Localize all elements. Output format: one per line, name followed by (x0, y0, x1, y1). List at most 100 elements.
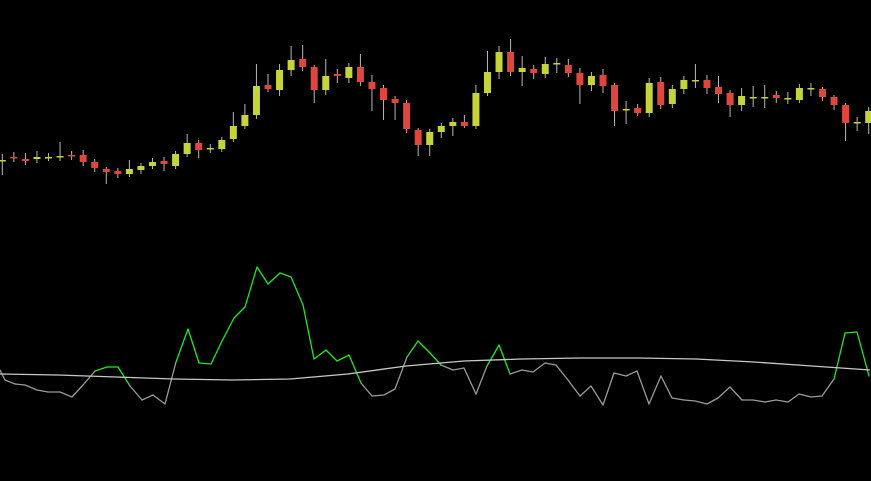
oscillator-segment (602, 372, 615, 406)
candle-body (587, 76, 595, 85)
oscillator-segment (856, 331, 870, 377)
candle-body (414, 130, 422, 145)
candle-body (495, 52, 503, 72)
candle-body (738, 96, 746, 105)
candle-body (772, 95, 780, 98)
candle-body (449, 122, 457, 126)
candle-body (437, 126, 445, 132)
candle-body (622, 109, 630, 111)
candle-body (102, 169, 110, 172)
candle-body (264, 85, 272, 89)
oscillator-segment (383, 388, 396, 396)
oscillator-segment (787, 393, 800, 403)
candle-body (356, 67, 364, 82)
oscillator-segment (94, 366, 108, 372)
oscillator-segment (360, 382, 373, 397)
candle-body (853, 122, 861, 124)
oscillator-segment (752, 399, 766, 403)
candle-body (830, 97, 838, 105)
candle-body (241, 115, 249, 126)
candle-body (726, 93, 734, 105)
oscillator-segment (567, 379, 581, 397)
oscillator-segment (579, 385, 592, 397)
oscillator-segment (486, 344, 500, 367)
oscillator-segment (463, 367, 477, 395)
candle-body (91, 162, 99, 168)
candle-body (795, 88, 803, 100)
candle-body (183, 143, 191, 154)
candle-body (680, 80, 688, 89)
candle-body (229, 126, 237, 139)
oscillator-segment (532, 362, 546, 373)
candle-body (576, 73, 584, 85)
candle-body (530, 69, 538, 73)
oscillator-segment (198, 362, 212, 365)
oscillator-segment (475, 365, 488, 395)
candle-body (10, 157, 18, 159)
signal-line (0, 357, 871, 381)
candle-body (749, 97, 757, 99)
candle-body (218, 140, 226, 149)
candle-body (195, 143, 203, 150)
candle-body (842, 105, 850, 123)
candle-body (299, 59, 307, 67)
candle-body (310, 67, 318, 90)
candle-body (114, 171, 122, 174)
candle-body (276, 70, 284, 90)
oscillator-segment (117, 366, 131, 387)
oscillator-segment (683, 399, 696, 402)
candle-body (507, 52, 515, 72)
candle-body (172, 154, 180, 166)
candle-body (322, 76, 330, 90)
oscillator-segment (302, 304, 315, 360)
oscillator-segment (221, 317, 235, 342)
oscillator-segment (694, 400, 708, 405)
candle-body (160, 161, 168, 164)
oscillator-segment (256, 266, 269, 285)
candle-body (541, 64, 549, 74)
candle-body (518, 68, 526, 72)
oscillator-segment (521, 369, 534, 373)
candle-body (634, 108, 642, 113)
candle-body (125, 169, 133, 174)
candle-body (460, 122, 468, 126)
oscillator-segment (706, 397, 719, 405)
oscillator-segment (729, 386, 743, 401)
oscillator-segment (325, 349, 338, 362)
oscillator-segment (660, 375, 673, 399)
candle-body (137, 166, 145, 170)
candle-body (599, 75, 607, 86)
oscillator-segment (371, 394, 385, 397)
candle-body (483, 72, 491, 93)
oscillator-segment (810, 395, 823, 398)
oscillator-segment (717, 386, 731, 399)
oscillator-segment (348, 354, 362, 384)
oscillator-segment (775, 399, 789, 403)
candle-body (818, 89, 826, 97)
oscillator-segment (821, 378, 835, 397)
oscillator-segment (187, 328, 200, 364)
oscillator-segment (24, 384, 38, 391)
candle-body (403, 103, 411, 129)
oscillator-segment (290, 276, 304, 306)
candle-body (333, 74, 341, 76)
oscillator-segment (210, 340, 223, 365)
oscillator-segment (417, 340, 431, 354)
candle-body (668, 89, 676, 104)
oscillator-segment (394, 356, 408, 390)
oscillator-segment (544, 362, 557, 366)
oscillator-segment (244, 266, 258, 308)
candle-body (657, 82, 665, 105)
candle-body (68, 155, 76, 157)
oscillator-segment (152, 394, 166, 405)
candle-body (206, 148, 214, 150)
oscillator-segment (164, 361, 177, 405)
candle-body (391, 99, 399, 103)
oscillator-segment (509, 369, 523, 375)
candle-body (33, 157, 41, 159)
oscillator-segment (625, 370, 638, 377)
candle-body (715, 87, 723, 94)
candle-body (56, 156, 64, 158)
oscillator-segment (798, 393, 812, 398)
oscillator-segment (175, 328, 189, 363)
